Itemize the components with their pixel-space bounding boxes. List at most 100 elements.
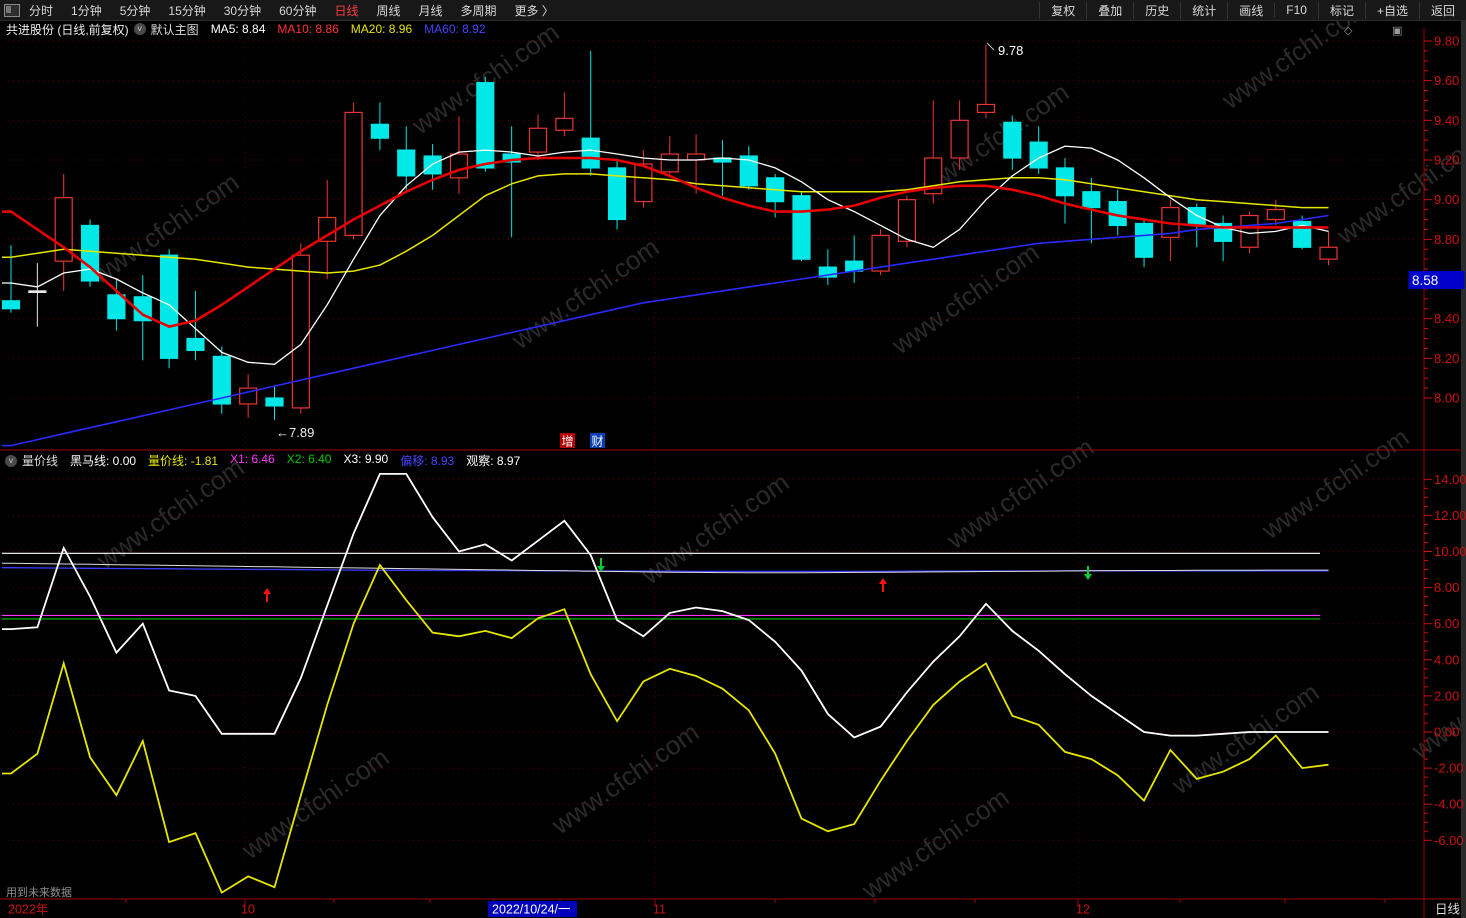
- ma-value-label: MA20: 8.96: [350, 22, 413, 36]
- toolbar-button[interactable]: 历史: [1133, 1, 1180, 19]
- watermark: www.cfchi.com: [545, 717, 704, 841]
- indicator-axis-label: 0.00: [1434, 725, 1459, 740]
- candlestick: [423, 155, 442, 175]
- period-tabs: 分时 1分钟 5分钟 15分钟 30分钟 60分钟 日线 周线 月线 多周期 更多 〉: [0, 2, 563, 19]
- annotation-arrow: [986, 42, 995, 51]
- candlestick: [871, 234, 890, 272]
- candlestick: [1055, 167, 1075, 197]
- window-icon[interactable]: [4, 3, 20, 17]
- indicator-name[interactable]: 量价线: [22, 454, 59, 468]
- period-tab[interactable]: 月线: [418, 3, 443, 18]
- future-data-note: 用到未来数据: [6, 887, 72, 899]
- selected-date-highlight[interactable]: [488, 901, 577, 917]
- indicator-axis-label: 12.00: [1434, 508, 1466, 523]
- toolbar-button[interactable]: 复权: [1039, 1, 1086, 19]
- toolbar-button[interactable]: 画线: [1227, 1, 1274, 19]
- ma20-line: [2, 173, 1329, 274]
- indicator-value-label: 量价线: -1.81: [148, 454, 219, 468]
- chevron-down-circle-icon[interactable]: ˅: [133, 23, 146, 35]
- price-axis-label: 9.40: [1434, 113, 1459, 128]
- indicator-value-label: 偏移: 8.93: [400, 454, 455, 468]
- event-badge[interactable]: [560, 433, 575, 448]
- candlestick: [28, 290, 47, 293]
- candlestick: [634, 163, 653, 203]
- period-tab[interactable]: 分时: [29, 3, 54, 18]
- candlestick: [239, 387, 258, 405]
- toolbar-button[interactable]: 统计: [1180, 1, 1227, 19]
- current-price-text: 8.58: [1412, 273, 1438, 288]
- price-axis-label: 9.20: [1434, 152, 1459, 167]
- indicator-axis-label: 4.00: [1434, 652, 1459, 667]
- period-tab[interactable]: 15分钟: [168, 3, 206, 18]
- price-axis-label: 8.40: [1434, 311, 1459, 326]
- candlestick: [792, 195, 811, 260]
- chevron-down-circle-icon[interactable]: ˅: [5, 454, 17, 467]
- ma10-line: [2, 156, 1329, 328]
- toolbar-button[interactable]: F10: [1274, 3, 1318, 17]
- indicator-axis-label: 6.00: [1434, 616, 1459, 631]
- period-corner-label: 日线: [1435, 903, 1461, 917]
- event-badge[interactable]: [590, 433, 605, 448]
- signal-arrow-up: [879, 578, 887, 584]
- indicator-axis-label: -2.00: [1434, 761, 1464, 776]
- indicator-axis-label: 14.00: [1434, 472, 1466, 487]
- indicator-value-label: 黑马线: 0.00: [70, 454, 137, 468]
- panel-layout-icon[interactable]: ▣: [1392, 25, 1403, 37]
- low-price-annotation: ←7.89: [276, 425, 314, 440]
- ma-value-label: MA10: 8.86: [277, 22, 339, 36]
- candlestick: [344, 111, 363, 236]
- scrollbar[interactable]: [1461, 20, 1466, 918]
- toolbar-button[interactable]: +自选: [1364, 1, 1419, 19]
- price-axis-label: 9.00: [1434, 192, 1459, 207]
- candlestick: [1134, 222, 1154, 258]
- candlestick: [212, 355, 231, 405]
- candlestick: [160, 254, 179, 359]
- toolbar-button[interactable]: 返回: [1418, 1, 1466, 19]
- candlestick: [133, 296, 152, 322]
- period-tab[interactable]: 更多 〉: [514, 3, 554, 18]
- period-tab[interactable]: 日线: [334, 3, 359, 18]
- period-tab[interactable]: 60分钟: [279, 3, 317, 18]
- diamond-icon[interactable]: ◇: [1344, 25, 1353, 37]
- indicator-value-label: X3: 9.90: [343, 452, 389, 466]
- price-axis-label: 9.80: [1434, 34, 1459, 49]
- period-tab[interactable]: 1分钟: [71, 3, 102, 18]
- date-axis-label: 12: [1076, 903, 1090, 917]
- price-axis-label: 8.20: [1434, 351, 1459, 366]
- stock-info-bar: 共进股份 (日线,前复权) ˅ 默认主图 MA5: 8.84 MA10: 8.86…: [0, 20, 1420, 38]
- toolbar-button[interactable]: 标记: [1317, 1, 1365, 19]
- indicator-line-观察: [2, 562, 1329, 574]
- period-tab[interactable]: 周线: [376, 3, 401, 18]
- price-axis-label: 9.60: [1434, 73, 1459, 88]
- period-tab[interactable]: 5分钟: [119, 3, 151, 18]
- candlestick: [107, 294, 126, 320]
- candlestick: [186, 337, 205, 351]
- price-axis-label: 8.00: [1434, 390, 1459, 405]
- action-buttons: 复权 叠加 历史 统计 画线 F10 标记 +自选 返回: [1039, 1, 1466, 19]
- period-tab[interactable]: 多周期: [460, 3, 497, 18]
- candlestick: [607, 167, 627, 221]
- selected-date-label[interactable]: 2022/10/24/一: [492, 903, 571, 917]
- candlestick: [80, 224, 100, 282]
- toolbar-button[interactable]: 叠加: [1086, 1, 1133, 19]
- indicator-legend: 黑马线: 0.00 量价线: -1.81 X1: 6.46 X2: 6.40 X3: 9…: [58, 452, 520, 469]
- price-axis-label: 8.80: [1434, 232, 1459, 247]
- candlestick: [291, 254, 310, 409]
- watermark: www.cfchi.com: [505, 232, 664, 356]
- indicator-value-label: X1: 6.46: [230, 452, 275, 466]
- candlestick: [370, 123, 389, 139]
- ma-value-label: MA60: 8.92: [424, 22, 486, 36]
- event-badge-text: 增: [562, 435, 574, 449]
- candlestick: [449, 153, 469, 179]
- candlestick: [1003, 121, 1022, 159]
- indicator-value-label: X2: 6.40: [286, 452, 332, 466]
- candlestick: [581, 137, 600, 169]
- indicator-axis-label: 2.00: [1434, 688, 1459, 703]
- period-tab[interactable]: 30分钟: [223, 3, 262, 18]
- main-chart-style-label[interactable]: 默认主图: [150, 22, 199, 37]
- candlestick: [502, 153, 521, 163]
- indicator-axis-label: 8.00: [1434, 580, 1459, 595]
- candlestick: [1082, 191, 1101, 209]
